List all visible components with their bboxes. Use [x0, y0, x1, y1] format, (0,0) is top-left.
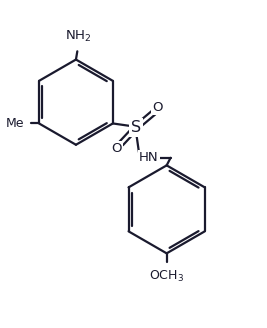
Text: NH$_2$: NH$_2$ [65, 29, 92, 44]
Text: S: S [131, 120, 141, 135]
Text: OCH$_3$: OCH$_3$ [149, 268, 184, 283]
Text: O: O [112, 142, 122, 155]
Text: O: O [152, 101, 163, 114]
Text: HN: HN [139, 151, 159, 164]
Text: Me: Me [5, 117, 24, 130]
